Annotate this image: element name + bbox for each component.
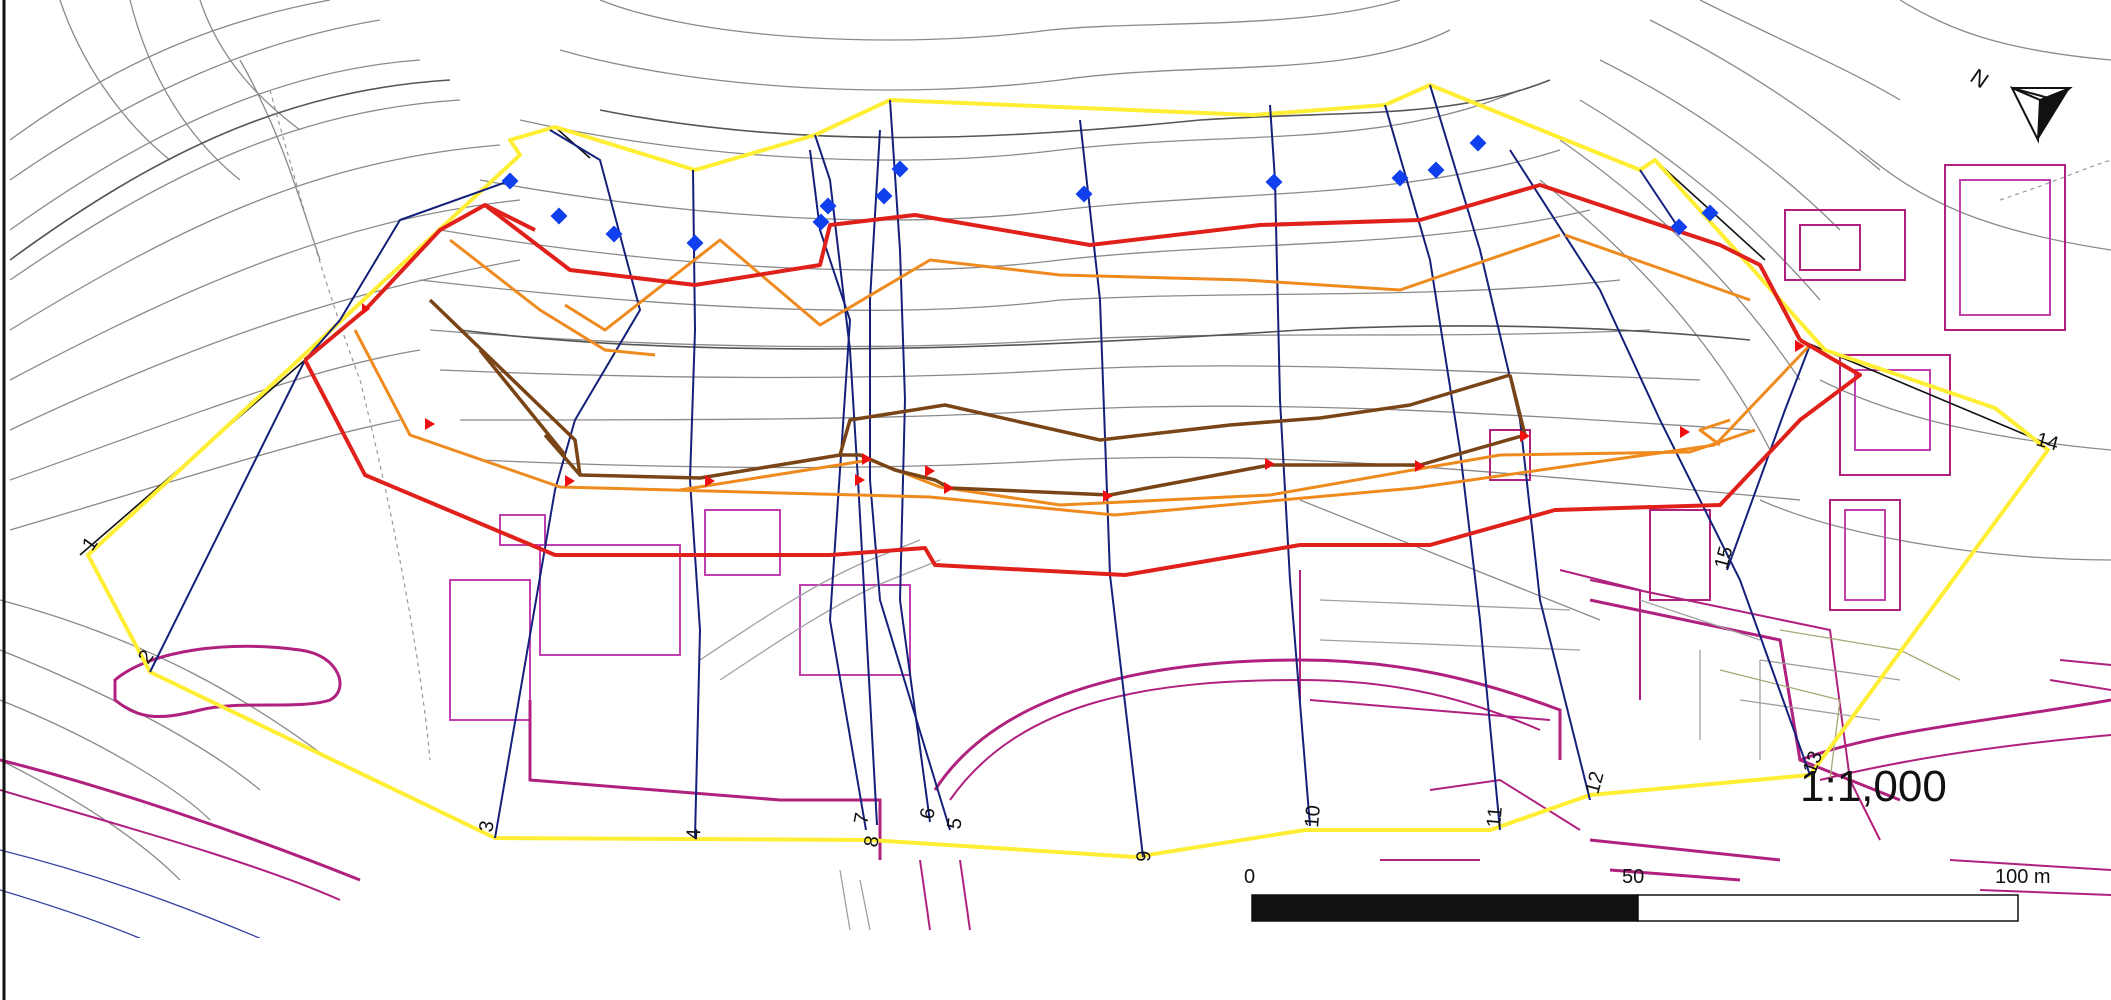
section-labels: 1 2 3 4 5 6 7 8 9 10 11 12 13 14 15 [78,429,2061,863]
section-label-9: 9 [1133,850,1155,862]
section-label-11: 11 [1483,806,1507,829]
red-markers [362,303,1805,502]
scale-label-0: 0 [1244,866,1255,888]
contour-lines [0,0,2111,881]
section-label-10: 10 [1301,804,1325,828]
section-label-8: 8 [860,834,884,849]
blue-markers [501,134,1719,252]
road-outlines [699,539,1901,931]
red-lines [303,183,1862,577]
section-label-6: 6 [916,806,940,821]
scale-label-100: 100 m [1995,866,2051,888]
section-label-4: 4 [683,828,705,840]
scale-bar: 0 50 100 m [1244,866,2051,922]
scale-label-50: 50 [1622,866,1644,888]
section-label-7: 7 [850,811,874,826]
north-arrow-icon: N [1966,64,2073,144]
bottom-margin [6,938,2111,1000]
section-label-3: 3 [475,819,499,834]
section-lines [149,84,1811,858]
dashed-lines [269,89,2111,761]
section-label-5: 5 [943,816,967,831]
scale-ratio: 1:1,000 [1800,762,1947,811]
